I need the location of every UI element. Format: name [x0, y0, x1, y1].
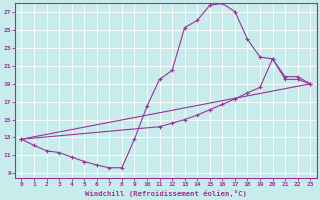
X-axis label: Windchill (Refroidissement éolien,°C): Windchill (Refroidissement éolien,°C) [85, 190, 247, 197]
